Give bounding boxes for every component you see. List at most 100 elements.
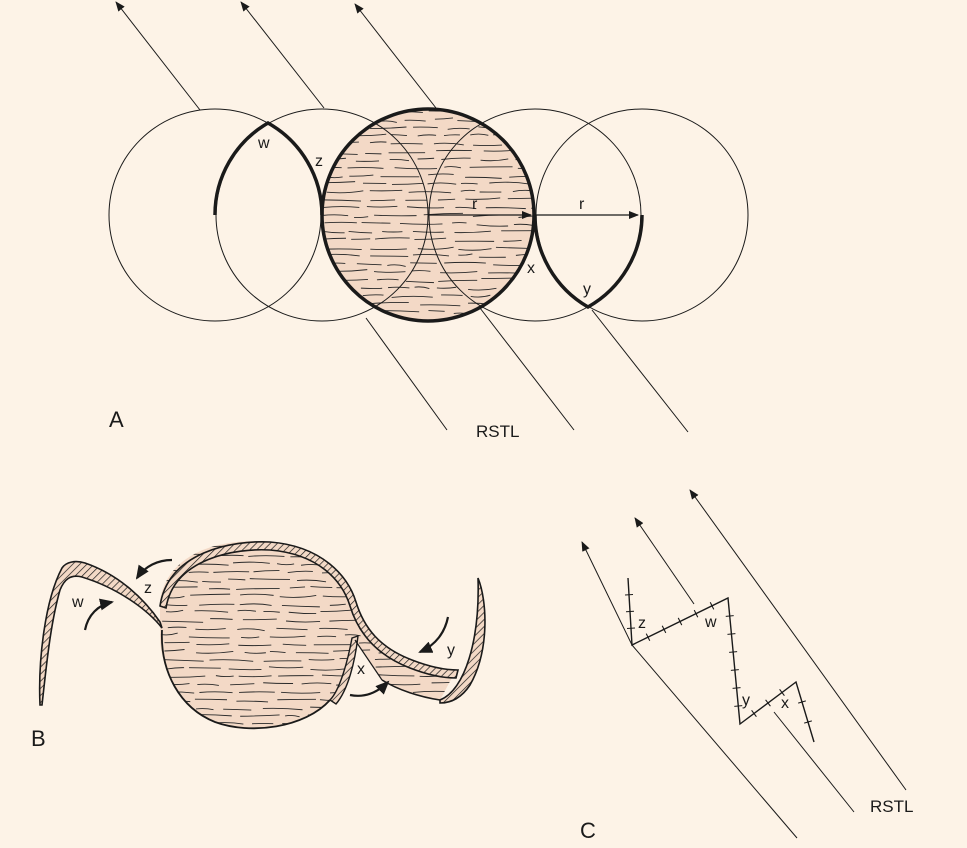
texture-stroke: [453, 586, 455, 589]
texture-stroke: [413, 126, 438, 129]
texture-stroke: [301, 682, 332, 685]
label-b-x: x: [357, 661, 365, 678]
texture-stroke: [458, 253, 473, 256]
texture-stroke: [427, 182, 457, 185]
texture-stroke: [420, 304, 461, 307]
texture-stroke: [165, 609, 184, 613]
texture-stroke: [196, 651, 234, 654]
panel-b: w z x y B: [31, 540, 486, 751]
flap-w-band: [38, 560, 163, 706]
texture-stroke: [239, 603, 272, 606]
texture-stroke: [406, 206, 444, 209]
texture-stroke: [380, 569, 416, 572]
texture-stroke: [285, 714, 300, 718]
texture-stroke: [386, 602, 428, 605]
texture-stroke: [348, 230, 373, 234]
texture-stroke: [362, 294, 384, 296]
texture-stroke: [428, 310, 445, 312]
texture-stroke: [390, 134, 408, 137]
texture-stroke: [374, 271, 406, 273]
texture-stroke: [236, 700, 269, 703]
transposed-lesion-body: [160, 541, 455, 729]
suture-tick: [693, 609, 699, 618]
texture-stroke: [369, 189, 403, 192]
texture-stroke: [468, 111, 484, 115]
texture-stroke: [166, 731, 205, 732]
texture-stroke: [324, 221, 357, 224]
texture-stroke: [536, 263, 572, 264]
arrow-x-movement: [349, 680, 390, 697]
texture-stroke: [276, 563, 295, 566]
texture-stroke: [436, 286, 457, 289]
rstl-line-2: [479, 307, 575, 431]
texture-stroke: [503, 240, 522, 242]
rstl-line-c2: [773, 711, 855, 813]
texture-stroke: [165, 547, 198, 550]
texture-stroke: [236, 588, 280, 590]
texture-stroke: [326, 190, 364, 194]
texture-stroke: [441, 157, 471, 160]
texture-stroke: [460, 182, 478, 185]
texture-stroke: [403, 587, 445, 591]
texture-stroke: [166, 724, 204, 727]
texture-stroke: [281, 604, 320, 608]
arrow-y-movement: [418, 616, 450, 654]
label-z: z: [315, 153, 323, 170]
texture-stroke: [194, 610, 229, 613]
texture-stroke: [263, 682, 294, 684]
texture-stroke: [253, 570, 280, 573]
texture-stroke: [189, 667, 221, 669]
texture-stroke: [531, 174, 534, 178]
texture-stroke: [269, 635, 306, 638]
texture-stroke: [531, 207, 534, 209]
texture-stroke: [239, 691, 275, 693]
texture-stroke: [163, 714, 187, 717]
texture-stroke: [295, 652, 329, 654]
texture-stroke: [417, 706, 455, 709]
texture-stroke: [195, 708, 214, 711]
texture-stroke: [509, 175, 526, 178]
texture-stroke: [456, 572, 484, 574]
texture-stroke: [237, 609, 257, 612]
texture-stroke: [443, 134, 460, 137]
texture-stroke: [383, 643, 422, 646]
suture-tick: [727, 633, 736, 635]
suture-tick: [804, 720, 812, 724]
texture-stroke: [398, 634, 422, 637]
texture-stroke: [232, 561, 270, 564]
texture-stroke: [417, 157, 435, 160]
panel-a-label: A: [109, 407, 124, 432]
texture-stroke: [369, 141, 387, 144]
texture-stroke: [167, 667, 185, 670]
texture-stroke: [279, 595, 317, 598]
closed-zigzag-incision: [627, 577, 815, 743]
texture-stroke: [512, 189, 530, 192]
texture-stroke: [195, 628, 226, 631]
texture-stroke: [439, 714, 455, 717]
texture-stroke: [374, 214, 417, 217]
texture-stroke: [377, 561, 399, 564]
texture-stroke: [489, 181, 530, 185]
label-x: x: [527, 260, 535, 277]
texture-stroke: [453, 603, 455, 606]
texture-stroke: [480, 158, 509, 162]
texture-stroke: [238, 675, 272, 678]
texture-stroke: [320, 609, 352, 612]
texture-stroke: [433, 142, 464, 146]
texture-stroke: [414, 286, 430, 289]
texture-stroke: [507, 197, 534, 200]
suture-tick: [729, 651, 738, 653]
texture-stroke: [447, 127, 470, 130]
texture-stroke: [318, 731, 352, 732]
texture-stroke: [395, 731, 426, 732]
flap-y-band: [439, 577, 486, 704]
label-b-z: z: [144, 580, 152, 597]
panel-c-label: C: [580, 818, 596, 843]
texture-stroke: [523, 150, 534, 154]
texture-stroke: [208, 588, 231, 590]
texture-stroke: [336, 548, 378, 551]
texture-stroke: [188, 636, 230, 639]
texture-stroke: [442, 554, 455, 557]
texture-stroke: [228, 578, 246, 581]
texture-stroke: [391, 295, 433, 298]
